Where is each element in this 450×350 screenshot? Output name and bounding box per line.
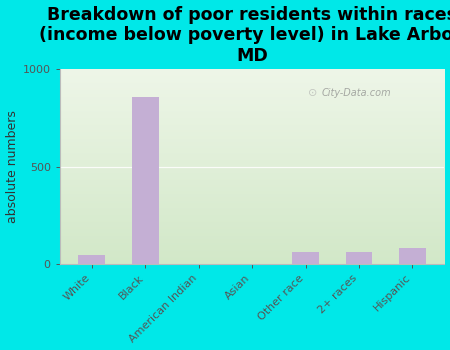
- Bar: [78, 254, 105, 264]
- Text: ⊙: ⊙: [308, 88, 317, 98]
- Bar: [292, 252, 319, 264]
- Bar: [132, 97, 158, 264]
- Y-axis label: absolute numbers: absolute numbers: [5, 110, 18, 223]
- Text: City-Data.com: City-Data.com: [321, 88, 391, 98]
- Bar: [346, 252, 372, 264]
- Bar: [399, 248, 426, 264]
- Title: Breakdown of poor residents within races
(income below poverty level) in Lake Ar: Breakdown of poor residents within races…: [39, 6, 450, 65]
